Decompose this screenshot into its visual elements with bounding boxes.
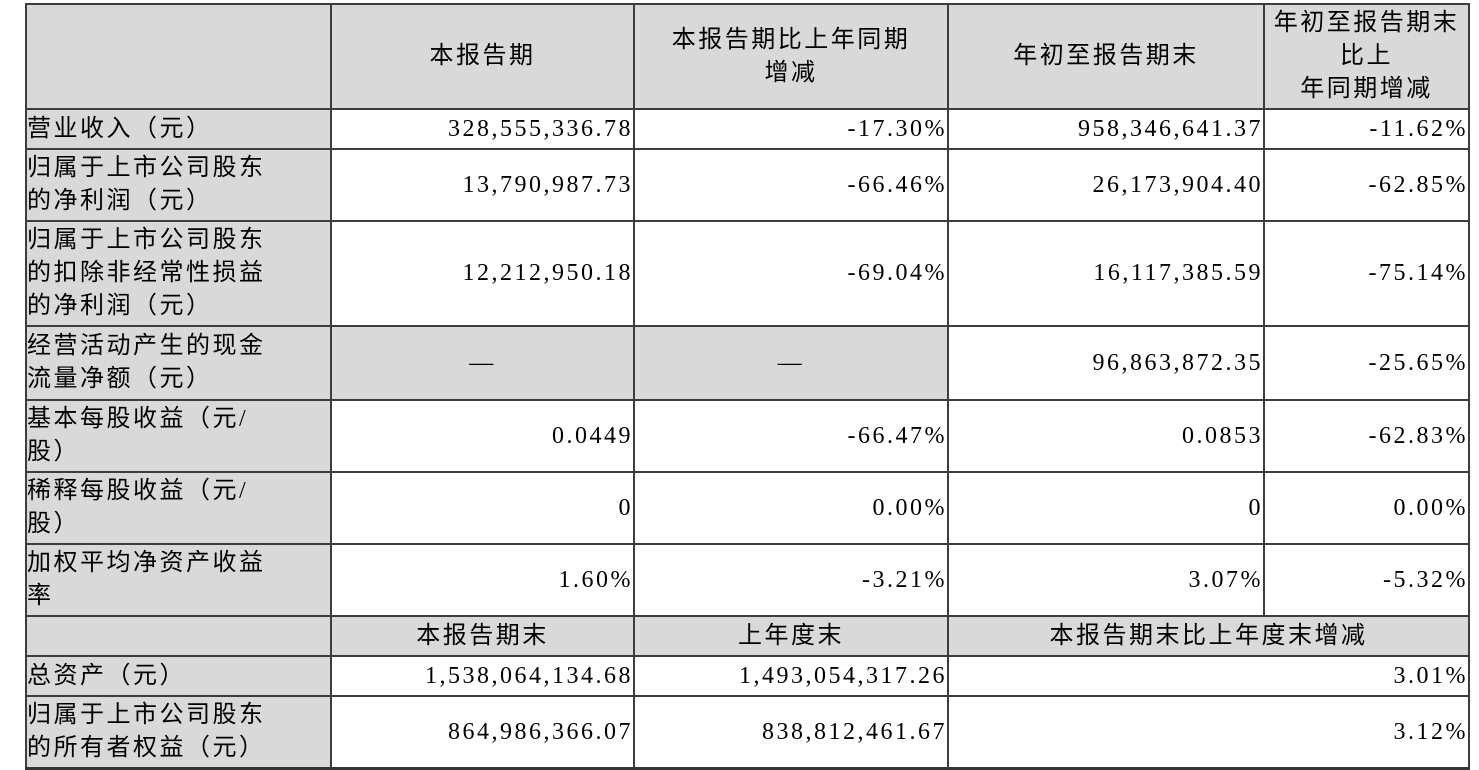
value-cell: -69.04% (633, 220, 949, 327)
value-cell: 0 (947, 471, 1265, 545)
header-period-end: 本报告期末 (330, 615, 635, 657)
header-row-balance: 本报告期末 上年度末 本报告期末比上年度末增减 (25, 615, 1470, 657)
row-label-cell: 稀释每股收益（元/ 股） (25, 471, 332, 545)
header-ytd: 年初至报告期末 (947, 3, 1265, 110)
value-cell: 0.00% (1263, 471, 1470, 545)
value-cell: -75.14% (1263, 220, 1470, 327)
value-cell: 958,346,641.37 (947, 108, 1265, 150)
value-cell: 3.12% (947, 695, 1470, 770)
row-equity: 归属于上市公司股东 的所有者权益（元） 864,986,366.07 838,8… (25, 695, 1470, 770)
value-cell: 864,986,366.07 (330, 695, 635, 770)
value-cell: 26,173,904.40 (947, 148, 1265, 222)
row-label-cell: 归属于上市公司股东 的扣除非经常性损益 的净利润（元） (25, 220, 332, 327)
na-dash-cell: — (633, 325, 949, 401)
header-blank-cell (25, 3, 332, 110)
row-label-cell: 营业收入（元） (25, 108, 332, 150)
value-cell: 0 (330, 471, 635, 545)
value-cell: -25.65% (1263, 325, 1470, 401)
value-cell: -3.21% (633, 543, 949, 617)
value-cell: -62.83% (1263, 399, 1470, 473)
header-prior-year-end: 上年度末 (633, 615, 949, 657)
row-revenue: 营业收入（元） 328,555,336.78 -17.30% 958,346,6… (25, 108, 1470, 150)
row-label-cell: 基本每股收益（元/ 股） (25, 399, 332, 473)
row-label-cell: 归属于上市公司股东 的所有者权益（元） (25, 695, 332, 770)
value-cell: 0.0449 (330, 399, 635, 473)
value-cell: -5.32% (1263, 543, 1470, 617)
value-cell: 0.0853 (947, 399, 1265, 473)
header-ytd-yoy-change: 年初至报告期末比上 年同期增减 (1263, 3, 1470, 110)
row-label-cell: 加权平均净资产收益 率 (25, 543, 332, 617)
header-blank-cell (25, 615, 332, 657)
financial-report-page: 本报告期 本报告期比上年同期 增减 年初至报告期末 年初至报告期末比上 年同期增… (25, 3, 1470, 770)
value-cell: 12,212,950.18 (330, 220, 635, 327)
value-cell: -11.62% (1263, 108, 1470, 150)
row-operating-cash-flow: 经营活动产生的现金 流量净额（元） — — 96,863,872.35 -25.… (25, 325, 1470, 401)
row-weighted-roe: 加权平均净资产收益 率 1.60% -3.21% 3.07% -5.32% (25, 543, 1470, 617)
value-cell: 3.01% (947, 655, 1470, 697)
value-cell: -17.30% (633, 108, 949, 150)
row-label-cell: 经营活动产生的现金 流量净额（元） (25, 325, 332, 401)
value-cell: 838,812,461.67 (633, 695, 949, 770)
value-cell: 0.00% (633, 471, 949, 545)
row-label-cell: 总资产（元） (25, 655, 332, 697)
value-cell: 1,538,064,134.68 (330, 655, 635, 697)
value-cell: -62.85% (1263, 148, 1470, 222)
value-cell: 1.60% (330, 543, 635, 617)
value-cell: 96,863,872.35 (947, 325, 1265, 401)
header-current-period: 本报告期 (330, 3, 635, 110)
value-cell: -66.46% (633, 148, 949, 222)
financial-summary-table: 本报告期 本报告期比上年同期 增减 年初至报告期末 年初至报告期末比上 年同期增… (25, 3, 1470, 770)
value-cell: 13,790,987.73 (330, 148, 635, 222)
value-cell: 3.07% (947, 543, 1265, 617)
row-diluted-eps: 稀释每股收益（元/ 股） 0 0.00% 0 0.00% (25, 471, 1470, 545)
header-period-end-change: 本报告期末比上年度末增减 (947, 615, 1470, 657)
header-row-period: 本报告期 本报告期比上年同期 增减 年初至报告期末 年初至报告期末比上 年同期增… (25, 3, 1470, 110)
row-basic-eps: 基本每股收益（元/ 股） 0.0449 -66.47% 0.0853 -62.8… (25, 399, 1470, 473)
na-dash-cell: — (330, 325, 635, 401)
value-cell: 16,117,385.59 (947, 220, 1265, 327)
value-cell: 1,493,054,317.26 (633, 655, 949, 697)
row-label-cell: 归属于上市公司股东 的净利润（元） (25, 148, 332, 222)
row-net-profit-deducted: 归属于上市公司股东 的扣除非经常性损益 的净利润（元） 12,212,950.1… (25, 220, 1470, 327)
value-cell: 328,555,336.78 (330, 108, 635, 150)
row-net-profit: 归属于上市公司股东 的净利润（元） 13,790,987.73 -66.46% … (25, 148, 1470, 222)
row-total-assets: 总资产（元） 1,538,064,134.68 1,493,054,317.26… (25, 655, 1470, 697)
value-cell: -66.47% (633, 399, 949, 473)
header-period-yoy-change: 本报告期比上年同期 增减 (633, 3, 949, 110)
